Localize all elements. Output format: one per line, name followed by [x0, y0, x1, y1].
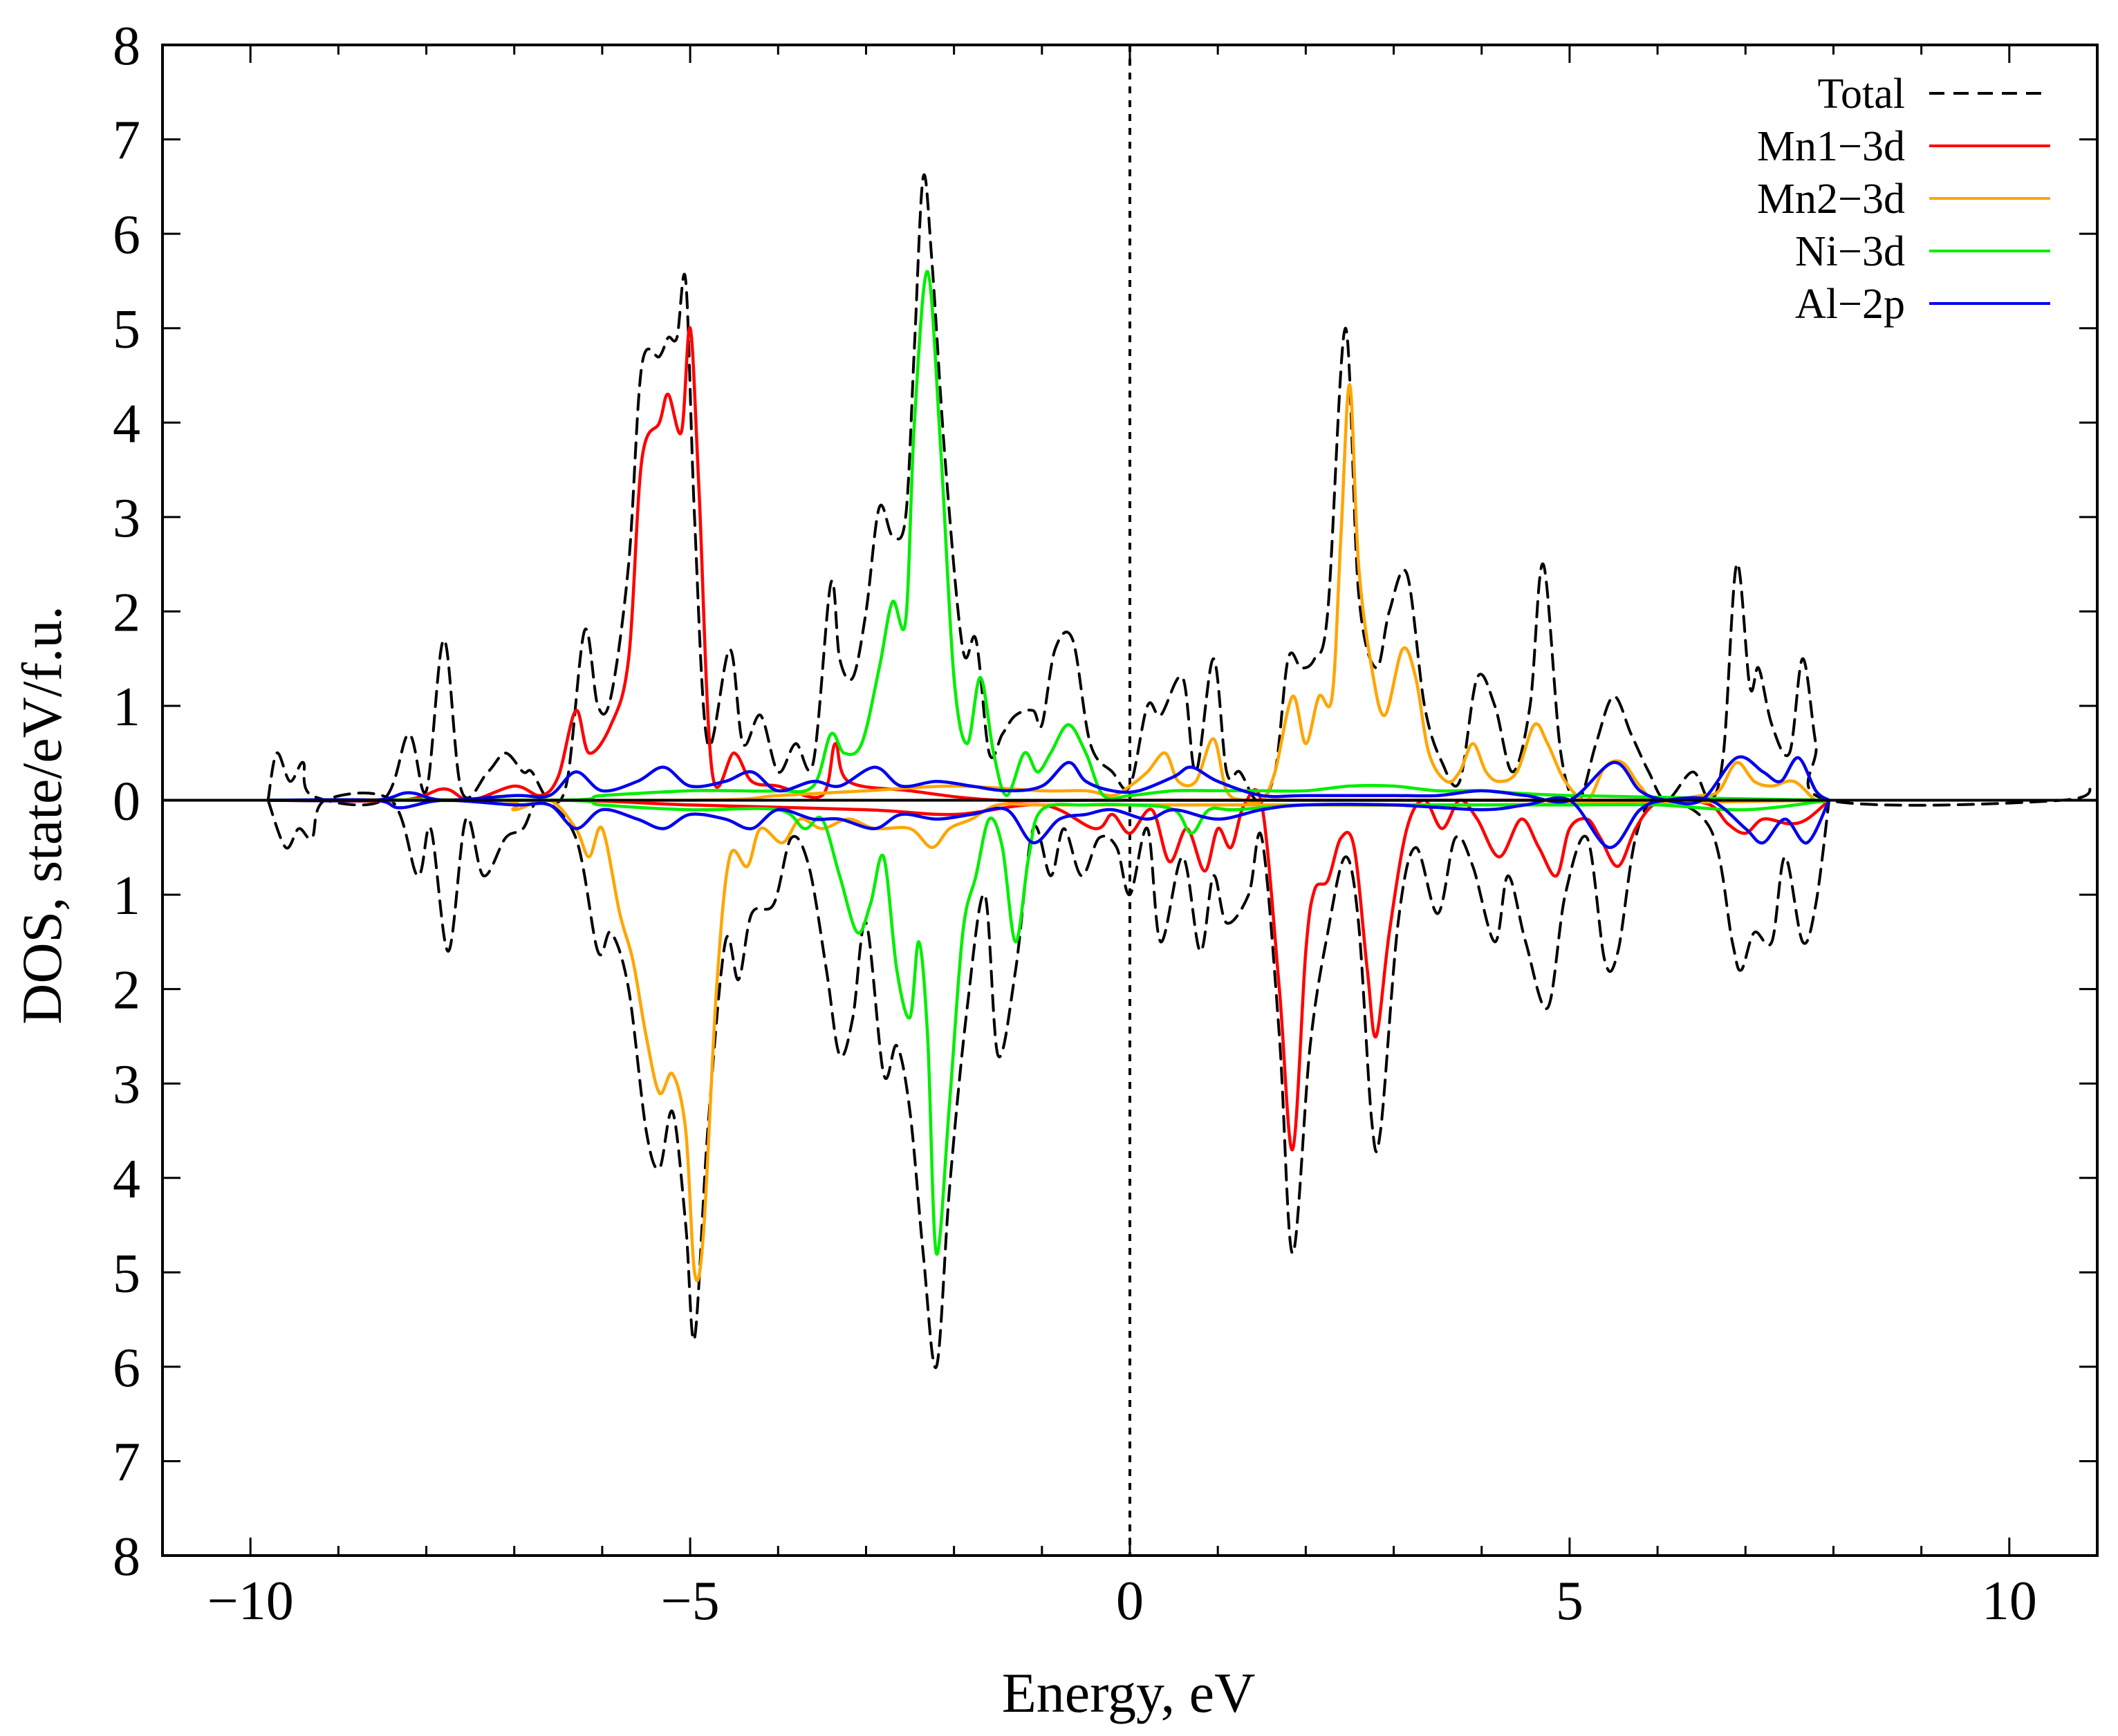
y-tick-label: 1 [113, 677, 140, 738]
series-line-1-down [266, 787, 1831, 1152]
y-tick-label: 4 [113, 393, 140, 454]
series-layer [266, 174, 2092, 1370]
y-tick-label: 2 [113, 960, 140, 1021]
x-tick-label: 0 [1116, 1571, 1144, 1632]
y-tick-label: 4 [113, 1149, 140, 1210]
legend: Total Mn1−3d Mn2−3d Ni−3d Al−2p [1757, 71, 2050, 328]
series-4 [266, 755, 1831, 850]
series-line-3-up [266, 270, 1831, 803]
series-line-4-down [266, 796, 1831, 850]
y-tick-label: 3 [113, 1054, 140, 1115]
series-0 [266, 174, 2092, 1370]
series-line-2-up [266, 383, 1831, 805]
y-tick-label: 5 [113, 1243, 140, 1304]
y-tick-label: 7 [113, 1432, 140, 1493]
y-tick-label: 3 [113, 488, 140, 549]
y-tick-label: 8 [113, 16, 140, 77]
y-tick-label: 0 [113, 772, 140, 832]
series-line-0-down [266, 792, 1831, 1370]
y-axis-title: DOS, state/eV/f.u. [10, 606, 73, 1025]
y-tick-label: 1 [113, 866, 140, 926]
ticks-layer [161, 44, 2099, 1557]
legend-label: Mn1−3d [1757, 123, 1905, 170]
legend-label: Al−2p [1795, 281, 1905, 328]
y-tick-label: 6 [113, 1338, 140, 1399]
x-axis-title: Energy, eV [1002, 1661, 1256, 1724]
series-line-1-up [266, 326, 1831, 803]
series-line-0-up [266, 174, 2092, 807]
x-tick-label: 10 [1982, 1571, 2037, 1632]
x-tick-label: 5 [1556, 1571, 1583, 1632]
x-tick-label: −5 [661, 1571, 720, 1632]
legend-label: Total [1817, 71, 1905, 118]
x-tick-label: −10 [207, 1571, 294, 1632]
y-tick-label: 8 [113, 1527, 140, 1587]
series-line-4-up [266, 755, 1831, 805]
y-tick-label: 2 [113, 582, 140, 643]
y-tick-label: 6 [113, 205, 140, 265]
y-tick-label: 5 [113, 299, 140, 360]
y-tick-label: 7 [113, 111, 140, 171]
legend-label: Mn2−3d [1757, 176, 1905, 223]
legend-label: Ni−3d [1795, 228, 1905, 275]
series-1 [266, 326, 1831, 1152]
